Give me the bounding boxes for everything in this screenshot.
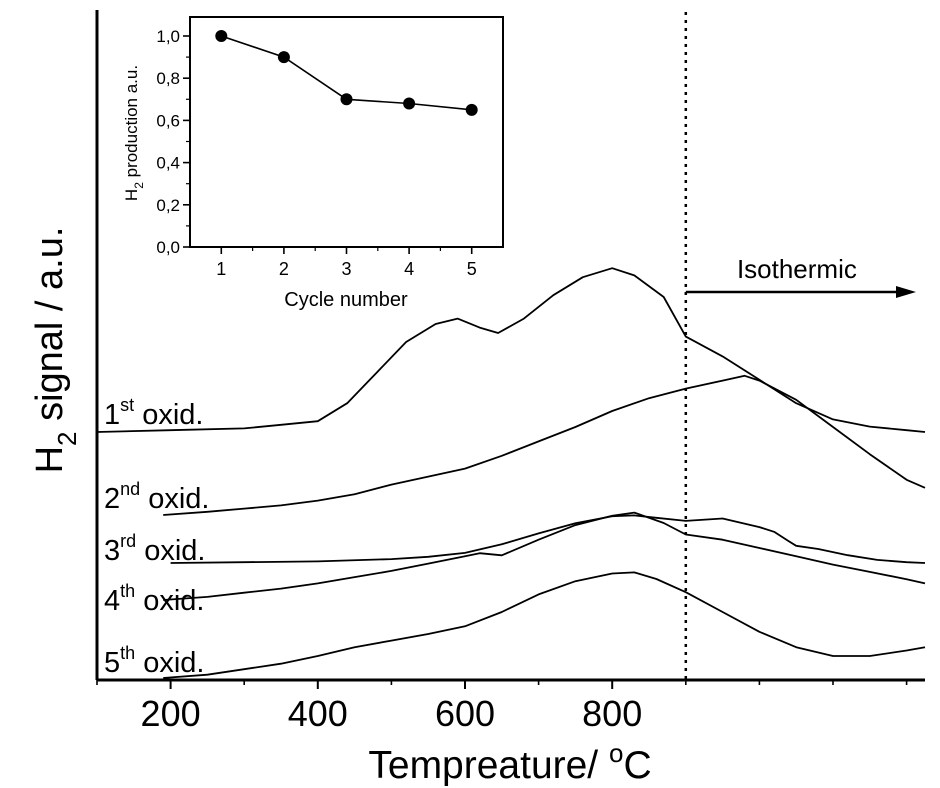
series-labels: 1st oxid. 2nd oxid. 3rd oxid. 4th oxid. 5th …: [104, 395, 210, 679]
inset-x-tick-label: 5: [467, 259, 477, 279]
series-label-1: 1st oxid.: [104, 395, 203, 431]
inset-x-ticks: 1 2 3 4 5: [216, 247, 477, 279]
inset-y-tick-label: 0,2: [156, 196, 180, 215]
isothermic-label: Isothermic: [737, 254, 857, 284]
inset-y-tick-label: 0,4: [156, 154, 180, 173]
series-line-5: [163, 571, 926, 679]
inset-x-axis-label: Cycle number: [284, 289, 408, 311]
series-line-1: [96, 267, 926, 433]
main-x-tick-label: 800: [582, 693, 642, 734]
inset-y-tick-label: 0,0: [156, 238, 180, 257]
inset-point-3: [340, 93, 353, 106]
inset-y-tick-label: 1,0: [156, 27, 180, 46]
inset-x-tick-label: 3: [341, 259, 351, 279]
series-line-4: [163, 511, 926, 601]
inset-point-2: [277, 51, 290, 64]
inset-points: [215, 29, 478, 116]
series-label-5: 5th oxid.: [104, 643, 204, 679]
main-x-tick-label: 200: [141, 693, 201, 734]
main-x-tick-label: 400: [288, 693, 348, 734]
inset-y-tick-label: 0,6: [156, 111, 180, 130]
main-y-axis-label: H2 signal / a.u.: [29, 227, 82, 474]
main-x-tick-labels: 200 400 600 800: [141, 693, 643, 734]
inset-x-tick-label: 2: [279, 259, 289, 279]
main-x-ticks: [96, 680, 908, 689]
inset-point-4: [403, 97, 416, 110]
series-label-3: 3rd oxid.: [104, 531, 205, 567]
inset-x-tick-label: 1: [216, 259, 226, 279]
isothermic-arrow-head: [896, 286, 916, 298]
inset-chart: 0,0 0,2 0,4 0,6 0,8 1,0 1 2 3 4 5 Cycle number H2…: [122, 16, 504, 311]
inset-y-tick-label: 0,8: [156, 69, 180, 88]
inset-x-tick-label: 4: [404, 259, 414, 279]
isothermic-annotation: Isothermic: [685, 254, 916, 298]
series-label-2: 2nd oxid.: [104, 479, 210, 515]
series-label-4: 4th oxid.: [104, 581, 204, 617]
main-x-axis-label: Tempreature/ oC: [368, 738, 651, 787]
series-line-2: [163, 374, 926, 516]
inset-point-1: [215, 29, 228, 42]
series-line-3: [170, 514, 926, 564]
inset-point-5: [465, 103, 478, 116]
inset-frame: [189, 16, 504, 248]
main-series-group: [96, 267, 926, 679]
inset-y-axis-label: H2 production a.u.: [122, 65, 146, 201]
main-x-tick-label: 600: [435, 693, 495, 734]
inset-y-ticks: 0,0 0,2 0,4 0,6 0,8 1,0: [156, 27, 190, 257]
